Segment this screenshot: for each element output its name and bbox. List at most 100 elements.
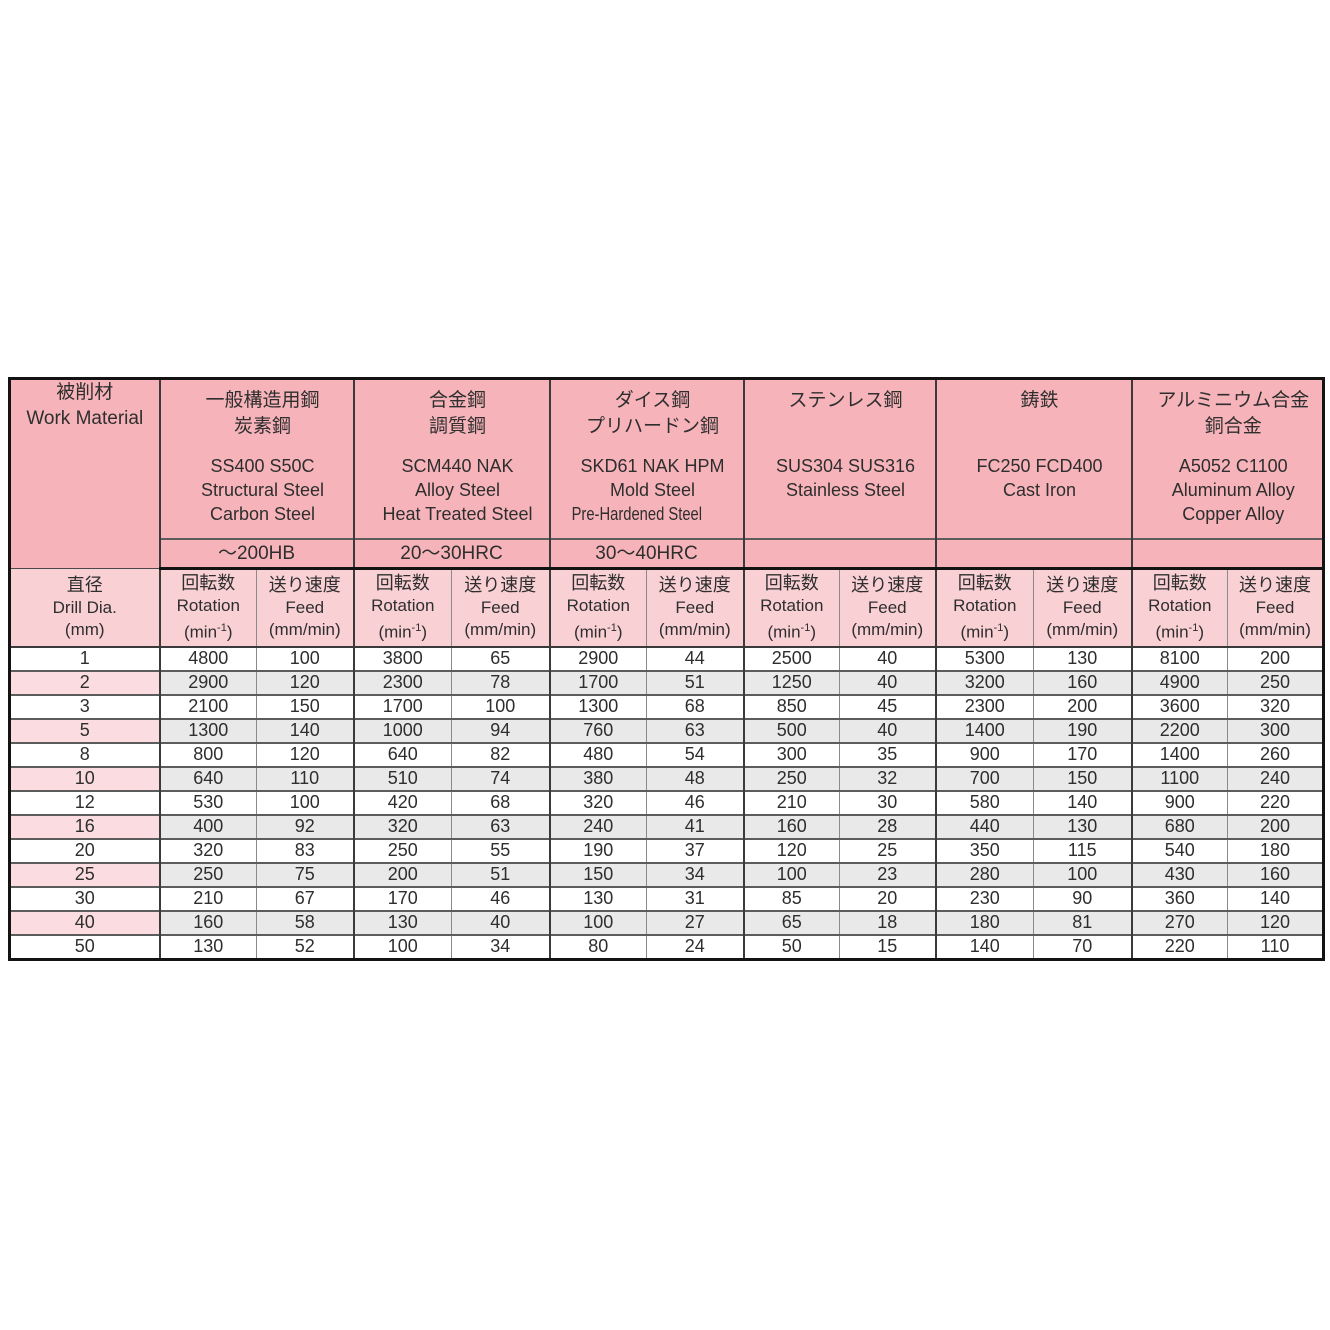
rotation-value-cell: 300 <box>742 741 840 767</box>
rotation-value-cell: 250 <box>158 861 257 887</box>
material-en-line2 <box>757 502 935 526</box>
feed-value-cell: 120 <box>256 669 354 695</box>
feed-column-header: 送り速度 Feed (mm/min) <box>256 568 354 648</box>
feed-value-cell: 160 <box>1227 861 1324 887</box>
feed-value-cell: 83 <box>256 837 354 863</box>
material-jp-line1: 合金鋼 <box>428 390 486 411</box>
rotation-value-cell: 1250 <box>742 669 840 695</box>
material-jp-line2: 炭素鋼 <box>233 416 291 437</box>
feed-value-cell: 140 <box>256 717 354 743</box>
work-material-en: Work Material <box>26 408 144 429</box>
feed-value-cell: 115 <box>1033 837 1132 863</box>
rotation-value-cell: 85 <box>742 885 840 911</box>
feed-value-cell: 63 <box>451 813 550 839</box>
feed-value-cell: 160 <box>1033 669 1132 695</box>
rotation-value-cell: 1300 <box>548 693 647 719</box>
drill-diameter-cell: 8 <box>9 741 161 767</box>
rotation-value-cell: 580 <box>934 789 1034 815</box>
feed-value-cell: 35 <box>839 741 936 767</box>
rotation-value-cell: 250 <box>352 837 452 863</box>
hardness-cast-iron <box>934 538 1132 570</box>
rotation-value-cell: 850 <box>742 693 840 719</box>
feed-value-cell: 90 <box>1033 885 1132 911</box>
drill-diameter-cell: 12 <box>9 789 161 815</box>
rotation-value-cell: 190 <box>548 837 647 863</box>
feed-value-cell: 150 <box>256 693 354 719</box>
feed-value-cell: 34 <box>646 861 744 887</box>
material-en-line2: Heat Treated Steel <box>382 504 533 524</box>
table-row: 20 320 83 250 55 190 37 120 25 350 115 540 180 <box>9 837 1324 863</box>
feed-value-cell: 65 <box>451 645 550 671</box>
drill-diameter-cell: 25 <box>9 861 161 887</box>
rotation-value-cell: 400 <box>158 813 257 839</box>
rotation-value-cell: 1400 <box>1130 741 1228 767</box>
rotation-value-cell: 760 <box>548 717 647 743</box>
drill-cutting-conditions-table: 被削材 Work Material 一般構造用鋼 炭素鋼 SS400 S50C … <box>8 377 1325 961</box>
material-jp-line1: ダイス鋼 <box>614 390 691 411</box>
feed-value-cell: 37 <box>646 837 744 863</box>
rotation-value-cell: 320 <box>158 837 257 863</box>
feed-value-cell: 100 <box>451 693 550 719</box>
table-row: 40 160 58 130 40 100 27 65 18 180 81 270 120 <box>9 909 1324 935</box>
feed-value-cell: 250 <box>1227 669 1324 695</box>
rotation-value-cell: 5300 <box>934 645 1034 671</box>
feed-value-cell: 45 <box>839 693 936 719</box>
feed-value-cell: 220 <box>1227 789 1324 815</box>
rotation-value-cell: 4900 <box>1130 669 1228 695</box>
feed-value-cell: 51 <box>646 669 744 695</box>
table-row: 10 640 110 510 74 380 48 250 32 700 150 1100 240 <box>9 765 1324 791</box>
rotation-value-cell: 320 <box>548 789 647 815</box>
rotation-value-cell: 280 <box>934 861 1034 887</box>
material-header-row: 被削材 Work Material 一般構造用鋼 炭素鋼 SS400 S50C … <box>9 377 1324 569</box>
rotation-column-header: 回転数 Rotation (min-1) <box>1130 568 1228 648</box>
rotation-value-cell: 3600 <box>1130 693 1228 719</box>
material-en-line2: Pre-Hardened Steel <box>571 504 702 524</box>
feed-column-header: 送り速度 Feed (mm/min) <box>1033 568 1132 648</box>
feed-value-cell: 20 <box>839 885 936 911</box>
rotation-value-cell: 480 <box>548 741 647 767</box>
feed-value-cell: 32 <box>839 765 936 791</box>
material-jp-line1: 鋳鉄 <box>1020 390 1059 411</box>
feed-value-cell: 24 <box>646 933 744 960</box>
feed-value-cell: 15 <box>839 933 936 960</box>
rotation-value-cell: 2300 <box>934 693 1034 719</box>
feed-value-cell: 54 <box>646 741 744 767</box>
rotation-value-cell: 150 <box>548 861 647 887</box>
drill-diameter-cell: 16 <box>9 813 161 839</box>
feed-value-cell: 110 <box>256 765 354 791</box>
rotation-value-cell: 80 <box>548 933 647 960</box>
feed-value-cell: 27 <box>646 909 744 935</box>
drill-diameter-cell: 3 <box>9 693 161 719</box>
feed-value-cell: 58 <box>256 909 354 935</box>
material-codes: A5052 C1100 <box>1178 456 1288 476</box>
rotation-value-cell: 65 <box>742 909 840 935</box>
feed-value-cell: 100 <box>256 645 354 671</box>
feed-value-cell: 260 <box>1227 741 1324 767</box>
hardness-stainless-steel <box>742 538 936 570</box>
rotation-value-cell: 680 <box>1130 813 1228 839</box>
feed-value-cell: 100 <box>256 789 354 815</box>
drill-diameter-cell: 5 <box>9 717 161 743</box>
feed-value-cell: 31 <box>646 885 744 911</box>
rotation-value-cell: 1000 <box>352 717 452 743</box>
rotation-column-header: 回転数 Rotation (min-1) <box>548 568 647 648</box>
feed-value-cell: 74 <box>451 765 550 791</box>
material-en-line1: Stainless Steel <box>785 480 906 500</box>
feed-value-cell: 40 <box>451 909 550 935</box>
feed-value-cell: 25 <box>839 837 936 863</box>
material-jp-line2: 銅合金 <box>1204 416 1262 437</box>
material-alloy-steel: 合金鋼 調質鋼 SCM440 NAK Alloy Steel Heat Trea… <box>352 377 550 540</box>
rotation-value-cell: 130 <box>158 933 257 960</box>
rotation-value-cell: 1100 <box>1130 765 1228 791</box>
feed-value-cell: 320 <box>1227 693 1324 719</box>
material-jp-line2 <box>949 414 1131 440</box>
cutting-conditions-table-wrap: 被削材 Work Material 一般構造用鋼 炭素鋼 SS400 S50C … <box>8 377 1325 961</box>
material-en-line1: Cast Iron <box>1002 480 1077 500</box>
feed-column-header: 送り速度 Feed (mm/min) <box>1227 568 1324 648</box>
rotation-value-cell: 3800 <box>352 645 452 671</box>
rotation-value-cell: 210 <box>742 789 840 815</box>
feed-value-cell: 68 <box>646 693 744 719</box>
table-row: 50 130 52 100 34 80 24 50 15 140 70 220 110 <box>9 933 1324 960</box>
rotation-value-cell: 900 <box>934 741 1034 767</box>
table-row: 2 2900 120 2300 78 1700 51 1250 40 3200 160 4900 250 <box>9 669 1324 695</box>
